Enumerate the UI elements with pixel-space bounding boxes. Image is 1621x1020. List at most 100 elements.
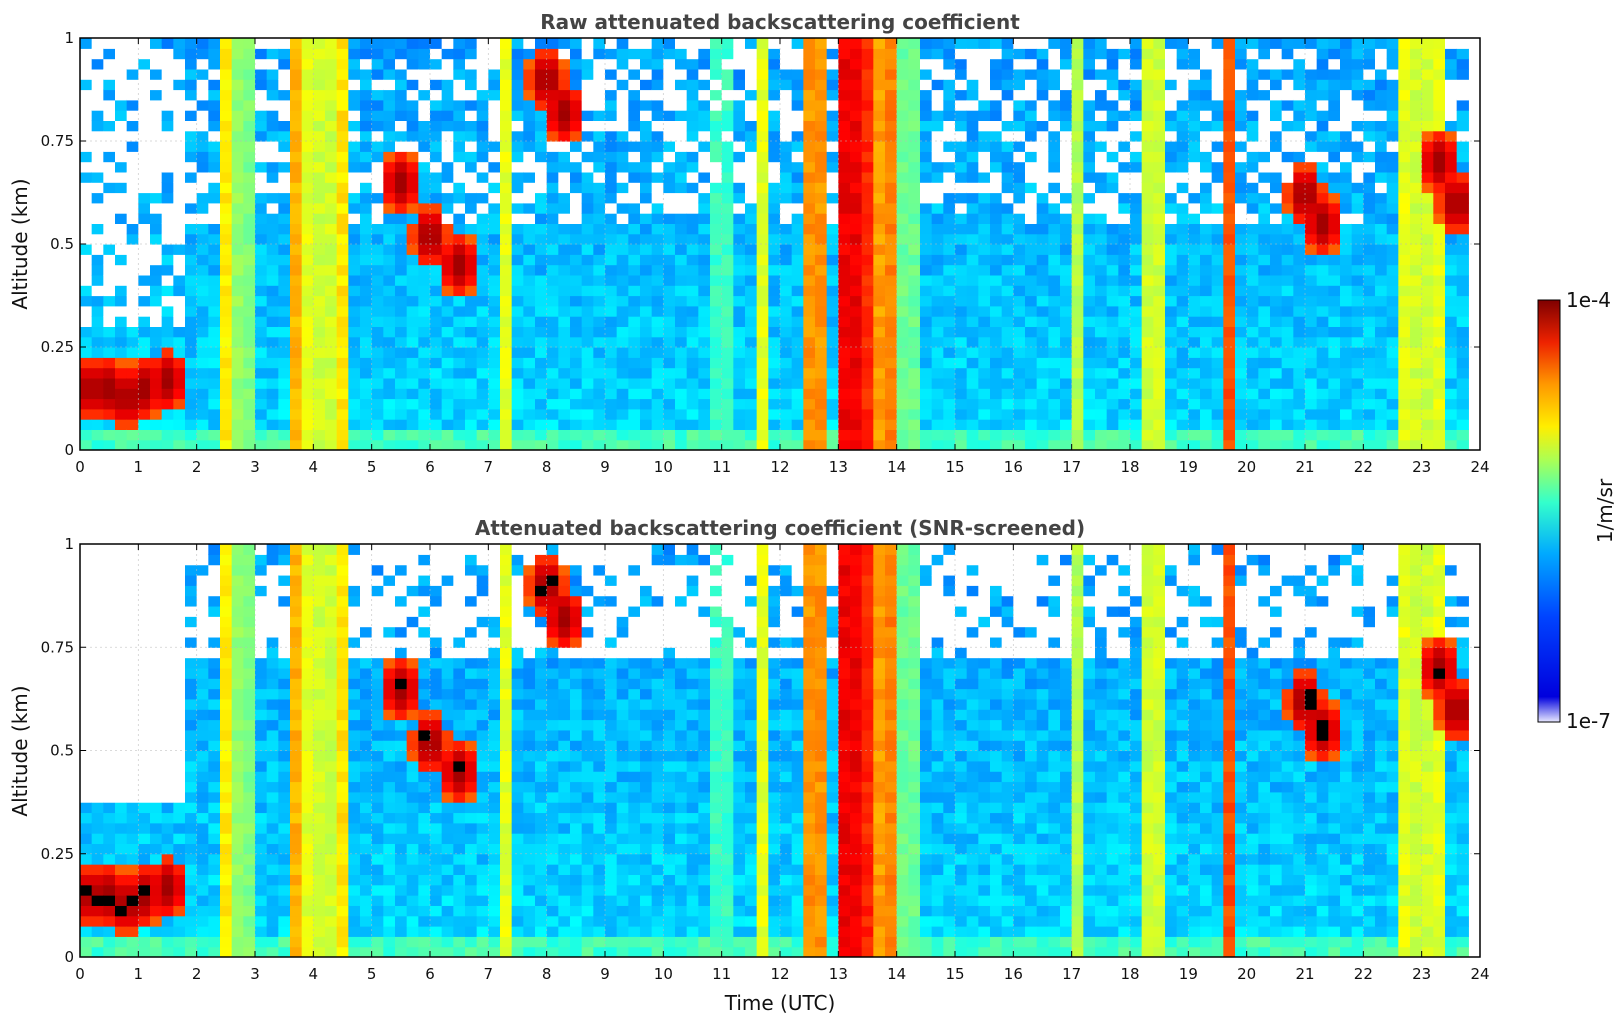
heat-cell xyxy=(1351,254,1364,266)
heat-cell xyxy=(336,182,349,194)
heat-cell xyxy=(1036,408,1049,420)
heat-cell xyxy=(663,192,676,204)
heat-cell xyxy=(1095,38,1108,49)
heat-cell xyxy=(1141,130,1154,142)
heat-cell xyxy=(383,99,396,111)
heat-cell xyxy=(908,295,921,307)
heat-cell xyxy=(1071,285,1084,297)
heat-cell xyxy=(1200,48,1213,60)
heat-cell xyxy=(1141,182,1154,194)
heat-cell xyxy=(698,274,711,286)
heat-cell xyxy=(488,326,501,338)
heat-cell xyxy=(931,99,944,111)
heat-cell xyxy=(616,419,629,430)
heat-cell xyxy=(476,295,489,307)
heat-cell xyxy=(1106,58,1119,70)
heat-cell xyxy=(803,151,816,163)
heat-cell xyxy=(558,388,571,400)
heat-cell xyxy=(826,305,839,317)
heat-cell xyxy=(185,68,198,80)
heat-cell xyxy=(161,264,174,276)
heat-cell xyxy=(255,202,268,214)
heat-cell xyxy=(266,274,279,286)
heat-cell xyxy=(1293,79,1306,91)
heat-cell xyxy=(908,171,921,183)
heat-cell xyxy=(966,408,979,420)
heat-cell xyxy=(1095,99,1108,111)
heat-cell xyxy=(1270,79,1283,91)
heat-cell xyxy=(500,429,513,441)
heat-cell xyxy=(325,274,338,286)
heat-cell xyxy=(1340,305,1353,317)
heat-cell xyxy=(301,274,314,286)
heat-cell xyxy=(383,419,396,430)
heat-cell xyxy=(231,347,244,358)
heat-cell xyxy=(535,58,548,70)
heat-cell xyxy=(313,223,326,235)
heat-cell xyxy=(710,439,723,450)
heat-cell xyxy=(336,192,349,204)
heat-cell xyxy=(476,38,489,49)
heat-cell xyxy=(896,120,909,132)
heat-cell xyxy=(628,120,641,132)
heat-cell xyxy=(371,264,384,276)
heat-cell xyxy=(1293,347,1306,358)
heat-cell xyxy=(1001,316,1014,327)
heat-cell xyxy=(430,439,443,450)
heat-cell xyxy=(768,48,781,60)
heat-cell xyxy=(826,254,839,266)
heat-cell xyxy=(1281,326,1294,338)
heat-cell xyxy=(91,38,104,49)
heat-cell xyxy=(1048,223,1061,235)
heat-cell xyxy=(511,48,524,60)
heat-cell xyxy=(476,419,489,430)
heat-cell xyxy=(313,213,326,224)
heat-cell xyxy=(173,347,186,358)
heat-cell xyxy=(103,202,116,214)
heat-cell xyxy=(920,141,933,152)
heat-cell xyxy=(1176,429,1189,441)
heat-cell xyxy=(733,316,746,327)
heat-cell xyxy=(1235,110,1248,121)
heat-cell xyxy=(126,316,139,327)
heat-cell xyxy=(278,202,291,214)
heat-cell xyxy=(336,316,349,327)
heat-cell xyxy=(255,192,268,204)
heat-cell xyxy=(710,274,723,286)
heat-cell xyxy=(1305,48,1318,60)
heat-cell xyxy=(430,120,443,132)
heat-cell xyxy=(955,398,968,410)
heat-cell xyxy=(628,151,641,163)
heat-cell xyxy=(768,254,781,266)
heat-cell xyxy=(255,151,268,163)
heat-cell xyxy=(1316,388,1329,400)
heat-cell xyxy=(290,408,303,420)
heat-cell xyxy=(651,233,664,245)
heat-cell xyxy=(161,439,174,450)
heat-cell xyxy=(406,347,419,358)
heat-cell xyxy=(873,130,886,142)
heat-cell xyxy=(873,120,886,132)
heat-cell xyxy=(1351,89,1364,101)
heat-cell xyxy=(1258,316,1271,327)
heat-cell xyxy=(1036,367,1049,379)
heat-cell xyxy=(255,213,268,224)
heat-cell xyxy=(990,377,1003,389)
heat-cell xyxy=(791,244,804,255)
heat-cell xyxy=(1118,316,1131,327)
heat-cell xyxy=(511,408,524,420)
heat-cell xyxy=(675,48,688,60)
heat-cell xyxy=(896,274,909,286)
heat-cell xyxy=(150,419,163,430)
heat-cell xyxy=(91,68,104,80)
heat-cell xyxy=(1013,357,1026,369)
heat-cell xyxy=(91,864,104,875)
heat-cell xyxy=(115,89,128,101)
heat-cell xyxy=(1025,408,1038,420)
heat-cell xyxy=(138,141,151,152)
y-tick-label: 0.25 xyxy=(41,338,74,356)
heat-cell xyxy=(1200,285,1213,297)
heat-cell xyxy=(920,182,933,194)
heat-cell xyxy=(406,398,419,410)
heat-cell xyxy=(651,305,664,317)
